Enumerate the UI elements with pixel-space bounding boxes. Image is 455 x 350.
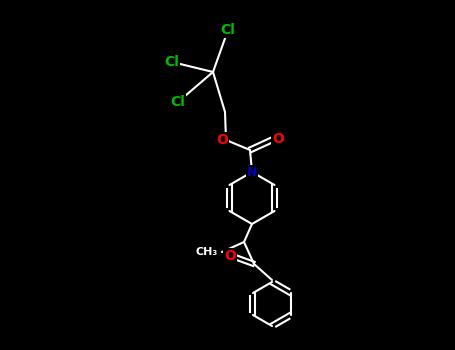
- Text: N: N: [247, 166, 257, 178]
- Text: Cl: Cl: [165, 55, 179, 69]
- Text: Cl: Cl: [171, 95, 186, 109]
- Text: O: O: [224, 249, 236, 263]
- Text: O: O: [272, 132, 284, 146]
- Text: Cl: Cl: [221, 23, 235, 37]
- Text: CH₃: CH₃: [196, 247, 218, 257]
- Text: O: O: [216, 133, 228, 147]
